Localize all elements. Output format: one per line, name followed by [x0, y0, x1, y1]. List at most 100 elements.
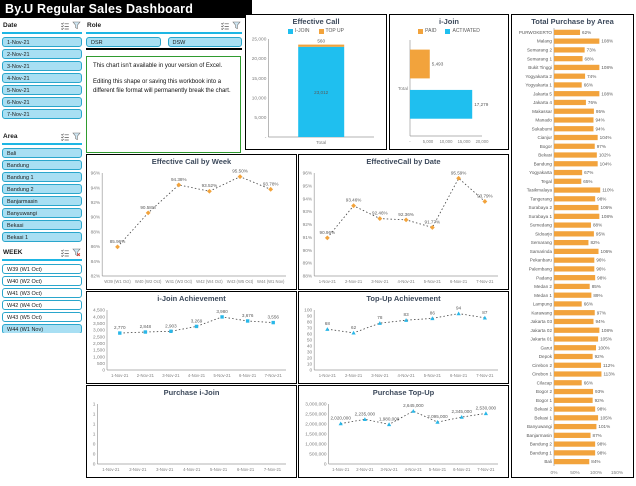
slicer-item-w39-w1-oct-[interactable]: W39 (W1 Oct) [2, 264, 82, 274]
area-bar [554, 73, 586, 79]
slicer-item-dsw[interactable]: DSW [167, 37, 242, 47]
svg-text:92%: 92% [303, 222, 313, 228]
area-bar [554, 178, 582, 184]
svg-text:Bogor 2: Bogor 2 [536, 389, 553, 394]
clear-filter-icon[interactable] [72, 248, 81, 257]
svg-text:100%: 100% [598, 345, 610, 350]
svg-text:3-Nov-21: 3-Nov-21 [371, 279, 389, 284]
svg-text:62%: 62% [582, 30, 591, 35]
slicer-item-2-nov-21[interactable]: 2-Nov-21 [2, 49, 82, 59]
page-title: By.U Regular Sales Dashboard [5, 2, 194, 16]
svg-text:Pekanbaru: Pekanbaru [530, 258, 553, 263]
multi-select-icon[interactable] [61, 249, 69, 257]
slicer-item-bali[interactable]: Bali [2, 148, 82, 158]
plot-svg: 1 1 1 1 0 0 0 1-Nov-21 2-Nov-21 3-Nov-21 4-Nov-21 5… [93, 402, 286, 472]
multi-select-icon[interactable] [61, 22, 69, 30]
svg-text:3,500: 3,500 [93, 321, 105, 327]
svg-text:94: 94 [456, 306, 462, 311]
svg-text:Cianjur: Cianjur [537, 135, 552, 140]
chart-total-purchase-by-area: Total Purchase by Area 0% 50% 100% 150% PURW… [511, 14, 634, 478]
clear-filter-icon[interactable] [72, 21, 81, 30]
legend-swatch-icon [445, 28, 451, 34]
svg-text:5-Nov-21: 5-Nov-21 [210, 467, 228, 472]
svg-text:95%: 95% [303, 183, 313, 189]
svg-text:7-Nov-21: 7-Nov-21 [477, 467, 495, 472]
svg-text:Jakarta 5: Jakarta 5 [533, 91, 552, 96]
svg-text:Makassar: Makassar [532, 109, 552, 114]
excel-compat-notice: This chart isn't available in your versi… [86, 56, 241, 153]
svg-text:108%: 108% [601, 91, 613, 96]
svg-text:90: 90 [307, 314, 313, 320]
slicer-header: Role [86, 20, 242, 34]
slicer-item-w43-w5-oct-[interactable]: W43 (W5 Oct) [2, 312, 82, 322]
area-slicer: Area Bali Bandung Bandung 1 Bandung 2 Banjar… [2, 131, 82, 243]
svg-text:87%: 87% [593, 433, 602, 438]
slicer-item-bandung-2[interactable]: Bandung 2 [2, 184, 82, 194]
svg-text:2,848: 2,848 [140, 324, 152, 329]
svg-text:6-Nov-21: 6-Nov-21 [239, 373, 257, 378]
svg-text:86: 86 [430, 310, 436, 315]
area-bar [554, 345, 596, 351]
svg-text:91%: 91% [303, 235, 313, 241]
svg-text:94%: 94% [595, 319, 604, 324]
svg-text:Semarang 2: Semarang 2 [527, 48, 552, 53]
slicer-item-5-nov-21[interactable]: 5-Nov-21 [2, 85, 82, 95]
slicer-item-bandung[interactable]: Bandung [2, 160, 82, 170]
svg-text:91.77%: 91.77% [425, 219, 441, 224]
svg-text:5-Nov-21: 5-Nov-21 [424, 279, 442, 284]
slicer-item-w40-w2-oct-[interactable]: W40 (W2 Oct) [2, 276, 82, 286]
slicer-item-7-nov-21[interactable]: 7-Nov-21 [2, 109, 82, 119]
svg-text:95.50%: 95.50% [232, 169, 248, 174]
multi-select-icon[interactable] [61, 133, 69, 141]
slicer-item-1-nov-21[interactable]: 1-Nov-21 [2, 37, 82, 47]
svg-text:98%: 98% [597, 442, 606, 447]
slicer-item-4-nov-21[interactable]: 4-Nov-21 [2, 73, 82, 83]
svg-text:0: 0 [93, 462, 96, 468]
svg-text:10,000: 10,000 [440, 139, 453, 144]
area-bar [554, 213, 600, 219]
slicer-item-bandung-1[interactable]: Bandung 1 [2, 172, 82, 182]
slicer-title: WEEK [3, 249, 23, 256]
slicer-item-3-nov-21[interactable]: 3-Nov-21 [2, 61, 82, 71]
multi-select-icon[interactable] [221, 22, 229, 30]
svg-text:95.59%: 95.59% [451, 170, 467, 175]
slicer-item-dsr[interactable]: DSR [86, 37, 161, 47]
area-bar [554, 134, 598, 141]
svg-text:6-Nov-21: 6-Nov-21 [450, 373, 468, 378]
svg-text:4-Nov-21: 4-Nov-21 [188, 373, 206, 378]
svg-text:68: 68 [325, 321, 331, 326]
svg-text:Jakarta 02: Jakarta 02 [531, 328, 553, 333]
slicer-item-6-nov-21[interactable]: 6-Nov-21 [2, 97, 82, 107]
area-bar [554, 117, 594, 123]
svg-text:113%: 113% [603, 372, 614, 377]
clear-filter-icon[interactable] [232, 21, 241, 30]
svg-text:66%: 66% [584, 380, 593, 385]
area-bar [554, 406, 596, 412]
clear-filter-icon[interactable] [72, 132, 81, 141]
slicer-item-banyuwangi[interactable]: Banyuwangi [2, 208, 82, 218]
chart-i-join-achievement: i-Join Achievement 4,500 4,000 3,500 3,000 2… [86, 291, 297, 384]
slicer-header: WEEK [2, 247, 82, 261]
slicer-title: Role [87, 22, 102, 29]
area-bar [554, 371, 602, 377]
legend-swatch-icon [318, 28, 324, 34]
slicer-item-bekasi[interactable]: Bekasi [2, 220, 82, 230]
slicer-item-bekasi-1[interactable]: Bekasi 1 [2, 232, 82, 242]
svg-text:98%: 98% [597, 275, 606, 280]
slicer-item-w41-w3-oct-[interactable]: W41 (W3 Oct) [2, 288, 82, 298]
svg-text:84%: 84% [591, 459, 600, 464]
slicer-item-w42-w4-oct-[interactable]: W42 (W4 Oct) [2, 300, 82, 310]
slicer-item-w44-w1-nov-[interactable]: W44 (W1 Nov) [2, 324, 82, 333]
slicer-item-banjarmasin[interactable]: Banjarmasin [2, 196, 82, 206]
svg-text:3,556: 3,556 [267, 315, 279, 320]
area-bar [554, 266, 595, 272]
svg-text:7-Nov-21: 7-Nov-21 [265, 373, 283, 378]
area-bar [554, 161, 598, 167]
svg-text:82%: 82% [590, 240, 599, 245]
svg-text:23,012: 23,012 [314, 90, 328, 95]
svg-text:Tasikmalaya: Tasikmalaya [527, 188, 553, 193]
svg-text:2,530,000: 2,530,000 [476, 405, 497, 410]
svg-text:2,345,000: 2,345,000 [451, 409, 472, 414]
svg-text:Bogor: Bogor [540, 144, 553, 149]
svg-text:Bandung: Bandung [534, 161, 553, 166]
